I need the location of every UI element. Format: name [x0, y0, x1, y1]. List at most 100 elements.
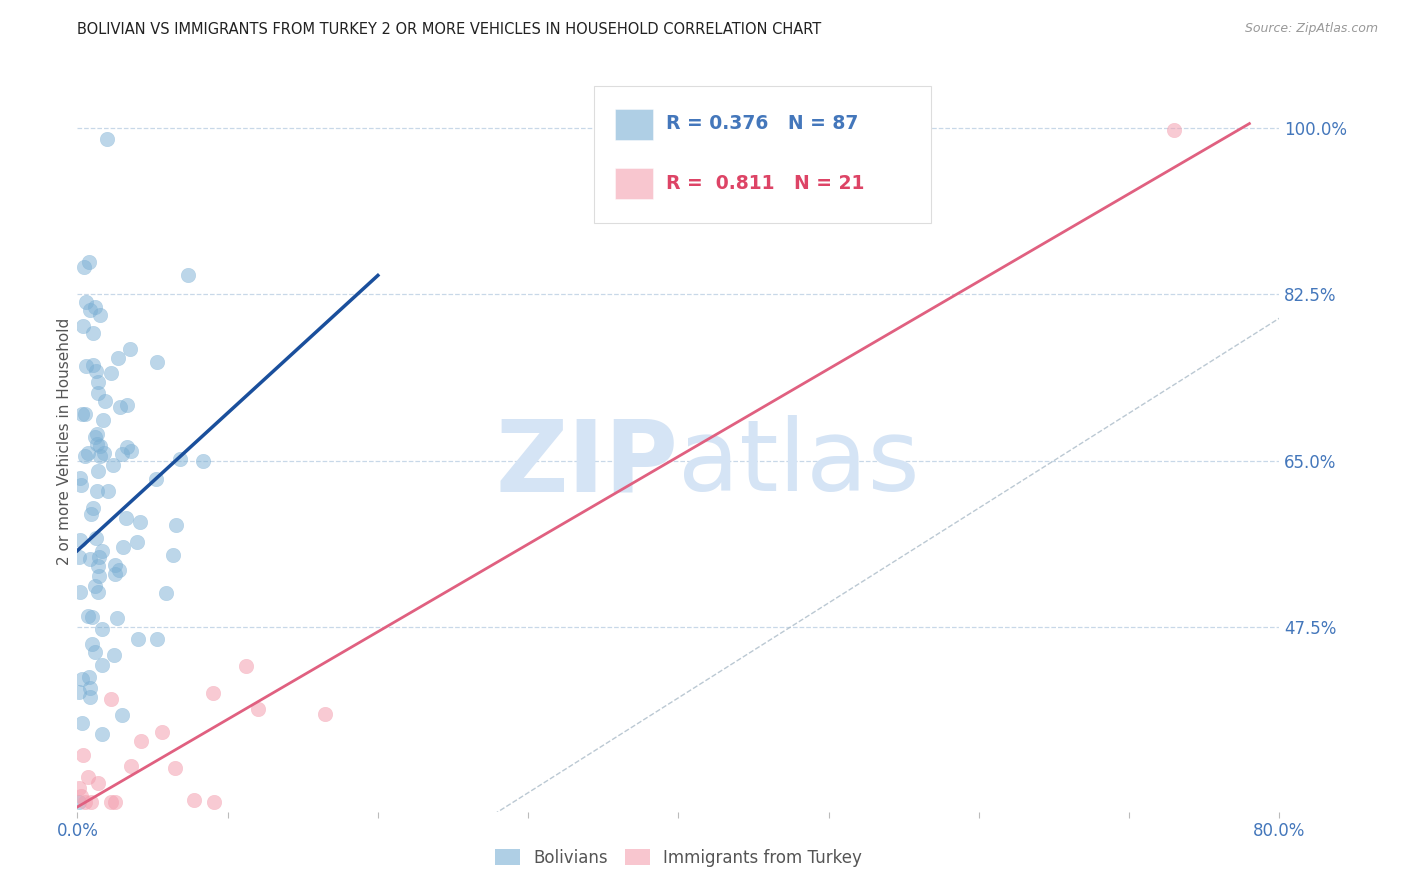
Point: [107, 351, 129, 365]
Point: [100, 795, 122, 809]
Bar: [614, 169, 654, 200]
Point: [89, 549, 111, 564]
Point: [314, 707, 336, 722]
Point: [155, 586, 177, 600]
Point: [72, 319, 94, 334]
Point: [75, 359, 97, 373]
Point: [112, 540, 135, 554]
Point: [91, 413, 114, 427]
Point: [89, 439, 111, 453]
Point: [202, 795, 225, 809]
Point: [117, 441, 139, 455]
Text: R = 0.376   N = 87: R = 0.376 N = 87: [666, 114, 859, 134]
Point: [75, 407, 97, 421]
Point: [89, 308, 111, 322]
Point: [120, 759, 142, 773]
Point: [77, 255, 100, 269]
Point: [70, 716, 93, 731]
Point: [100, 367, 122, 381]
Point: [67, 781, 90, 796]
Point: [75, 795, 97, 809]
Point: [131, 734, 153, 748]
Point: [97, 483, 120, 498]
Point: [100, 692, 122, 706]
Point: [169, 452, 191, 467]
Point: [80, 507, 103, 521]
Point: [86, 437, 108, 451]
Point: [104, 558, 127, 573]
Point: [87, 558, 110, 573]
Point: [86, 386, 108, 401]
Point: [96, 132, 118, 146]
Point: [77, 770, 100, 784]
Point: [127, 632, 149, 646]
Point: [87, 464, 110, 478]
Point: [82, 609, 104, 624]
Point: [87, 569, 110, 583]
Point: [84, 532, 107, 546]
Point: [103, 648, 125, 662]
Point: [1163, 122, 1185, 136]
Point: [84, 645, 107, 659]
Point: [201, 686, 224, 700]
Point: [84, 579, 107, 593]
Point: [177, 268, 200, 282]
Point: [235, 659, 257, 673]
Point: [128, 516, 150, 530]
Point: [82, 501, 104, 516]
Point: [79, 551, 101, 566]
Point: [79, 690, 101, 705]
Text: BOLIVIAN VS IMMIGRANTS FROM TURKEY 2 OR MORE VEHICLES IN HOUSEHOLD CORRELATION C: BOLIVIAN VS IMMIGRANTS FROM TURKEY 2 OR …: [77, 22, 821, 37]
Point: [79, 681, 101, 695]
Point: [108, 563, 131, 577]
Point: [105, 611, 128, 625]
Point: [145, 355, 167, 369]
Point: [120, 443, 142, 458]
Point: [86, 426, 108, 441]
Text: atlas: atlas: [679, 416, 920, 512]
Point: [82, 358, 104, 372]
Point: [111, 447, 134, 461]
Text: ZIP: ZIP: [495, 416, 679, 512]
Point: [162, 549, 184, 563]
Point: [104, 795, 127, 809]
Point: [84, 301, 107, 315]
Point: [87, 585, 110, 599]
Point: [86, 364, 108, 378]
Point: [127, 535, 149, 549]
Point: [93, 445, 115, 459]
Point: [76, 608, 98, 623]
Point: [67, 685, 90, 699]
Point: [101, 458, 124, 473]
Point: [111, 708, 134, 723]
Text: Source: ZipAtlas.com: Source: ZipAtlas.com: [1244, 22, 1378, 36]
Point: [90, 544, 112, 558]
Bar: [614, 109, 654, 140]
Point: [89, 449, 111, 463]
Point: [77, 446, 100, 460]
Text: R =  0.811   N = 21: R = 0.811 N = 21: [666, 174, 865, 193]
FancyBboxPatch shape: [595, 87, 931, 223]
Point: [73, 260, 96, 275]
Point: [163, 761, 186, 775]
Point: [87, 375, 110, 389]
Point: [79, 302, 101, 317]
Point: [67, 795, 90, 809]
Point: [165, 518, 187, 533]
Point: [70, 407, 93, 421]
Point: [77, 670, 100, 684]
Point: [75, 295, 97, 310]
Point: [94, 393, 117, 408]
Legend: Bolivians, Immigrants from Turkey: Bolivians, Immigrants from Turkey: [488, 842, 869, 874]
Point: [70, 672, 93, 686]
Point: [80, 795, 103, 809]
Point: [104, 566, 127, 581]
Y-axis label: 2 or more Vehicles in Household: 2 or more Vehicles in Household: [56, 318, 72, 566]
Point: [84, 429, 107, 443]
Point: [90, 727, 112, 741]
Point: [90, 622, 112, 636]
Point: [82, 326, 104, 340]
Point: [145, 472, 167, 486]
Point: [70, 789, 93, 803]
Point: [69, 533, 91, 548]
